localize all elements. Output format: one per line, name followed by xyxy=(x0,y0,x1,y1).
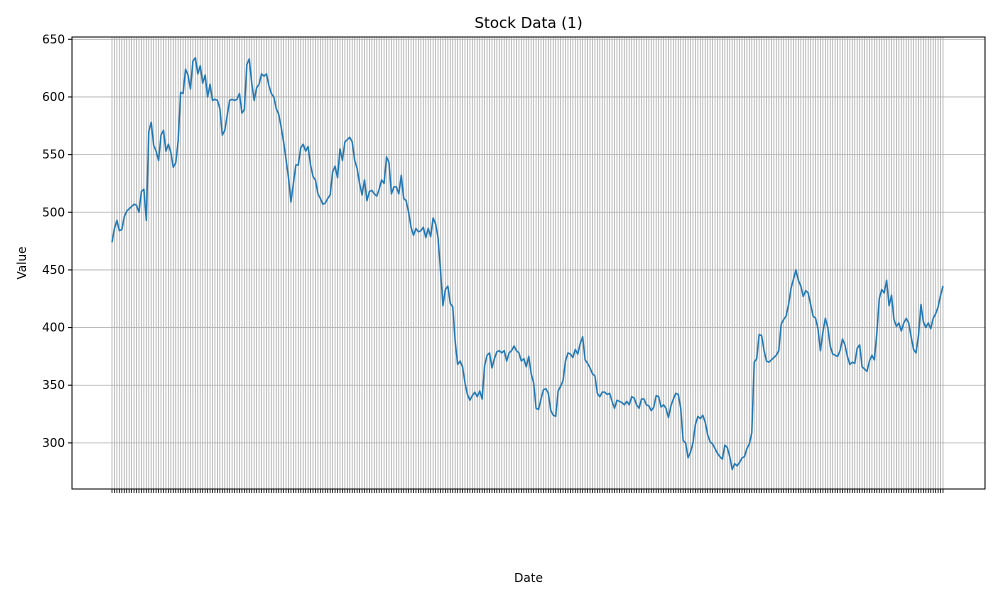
y-tick-label: 500 xyxy=(42,205,65,219)
x-gridlines xyxy=(111,37,944,489)
x-ticks xyxy=(111,489,944,493)
y-tick-label: 650 xyxy=(42,32,65,46)
x-axis-label: Date xyxy=(514,571,543,585)
y-ticks: 300 350 400 450 500 550 600 650 xyxy=(42,32,72,450)
y-tick-label: 600 xyxy=(42,90,65,104)
y-tick-label: 300 xyxy=(42,436,65,450)
y-tick-label: 350 xyxy=(42,378,65,392)
series-layer xyxy=(111,57,944,471)
plot-area-frame xyxy=(71,36,986,490)
y-tick-label: 450 xyxy=(42,263,65,277)
y-axis-label: Value xyxy=(15,247,29,280)
y-tick-label: 550 xyxy=(42,148,65,162)
series-line xyxy=(111,57,944,471)
chart-title: Stock Data (1) xyxy=(474,14,582,32)
y-gridlines xyxy=(72,38,985,444)
y-tick-label: 400 xyxy=(42,321,65,335)
